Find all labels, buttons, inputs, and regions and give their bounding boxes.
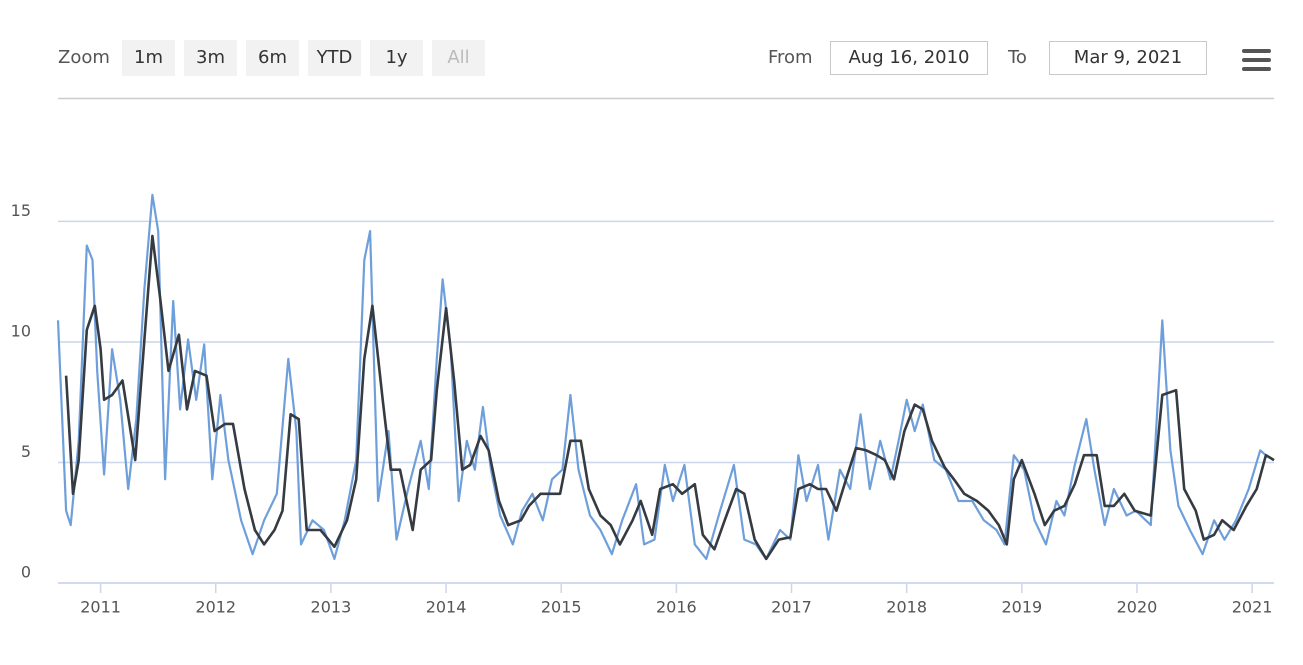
zoom-button[interactable]: 6m — [246, 40, 299, 76]
to-label: To — [1008, 47, 1027, 68]
zoom-button[interactable]: All — [432, 40, 485, 76]
export-menu-button[interactable] — [1242, 49, 1271, 71]
x-tick-label: 2015 — [541, 598, 582, 617]
x-tick-label: 2020 — [1117, 598, 1158, 617]
zoom-button[interactable]: 3m — [184, 40, 237, 76]
series-line — [64, 234, 1275, 561]
y-tick-label: 10 — [11, 321, 31, 340]
x-tick-label: 2013 — [311, 598, 352, 617]
x-tick-label: 2012 — [195, 598, 236, 617]
series-line — [56, 193, 1275, 560]
x-tick-label: 2019 — [1001, 598, 1042, 617]
x-tick-label: 2018 — [886, 598, 927, 617]
y-tick-label: 0 — [21, 563, 31, 582]
x-tick-label: 2011 — [80, 598, 121, 617]
from-label: From — [768, 47, 813, 68]
x-tick-label: 2017 — [771, 598, 812, 617]
zoom-button[interactable]: 1m — [122, 40, 175, 76]
y-tick-label: 15 — [11, 201, 31, 220]
zoom-button[interactable]: 1y — [370, 40, 423, 76]
zoom-label: Zoom — [58, 47, 110, 68]
y-tick-label: 5 — [21, 442, 31, 461]
from-date-input[interactable]: Aug 16, 2010 — [830, 41, 988, 75]
to-date-input[interactable]: Mar 9, 2021 — [1049, 41, 1207, 75]
x-tick-label: 2014 — [426, 598, 467, 617]
x-tick-label: 2021 — [1232, 598, 1273, 617]
x-tick-label: 2016 — [656, 598, 697, 617]
zoom-button[interactable]: YTD — [308, 40, 361, 76]
